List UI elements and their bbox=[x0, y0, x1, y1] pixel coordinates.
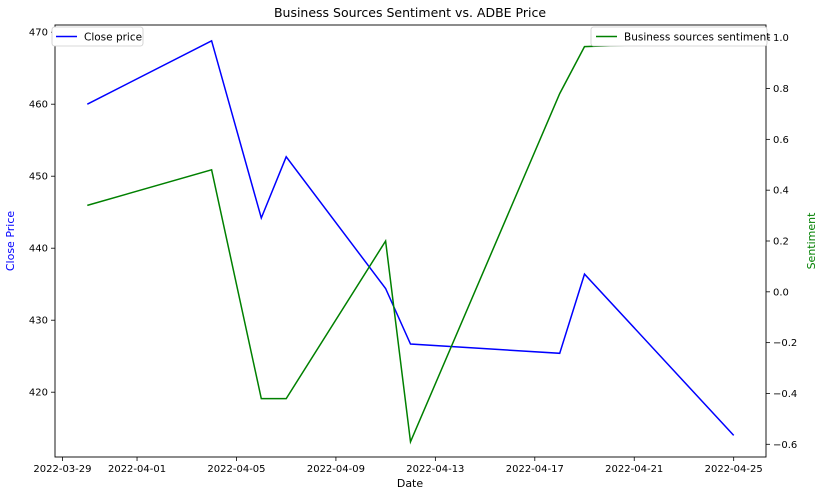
right-tick-label: −0.6 bbox=[773, 440, 797, 451]
left-tick-label: 450 bbox=[29, 172, 48, 183]
right-axis: −0.6 −0.4 −0.2 0.0 0.2 0.4 0.6 0.8 1.0 bbox=[766, 33, 797, 451]
left-tick-label: 440 bbox=[29, 244, 48, 255]
legend-business-sentiment: Business sources sentiment bbox=[590, 26, 770, 47]
right-tick-label: 0.0 bbox=[773, 287, 789, 298]
x-tick-label: 2022-03-29 bbox=[33, 464, 91, 475]
x-tick-label: 2022-04-25 bbox=[705, 464, 763, 475]
right-tick-label: 1.0 bbox=[773, 33, 789, 44]
left-tick-label: 460 bbox=[29, 100, 48, 111]
x-tick-label: 2022-04-17 bbox=[506, 464, 564, 475]
plot-frame bbox=[54, 24, 767, 458]
left-axis-title: Close Price bbox=[4, 211, 17, 272]
right-tick-label: 0.8 bbox=[773, 84, 789, 95]
series-layer bbox=[86, 39, 735, 445]
right-tick-label: 0.2 bbox=[773, 237, 789, 248]
right-axis-title: Sentiment bbox=[805, 212, 818, 270]
left-tick-label: 420 bbox=[29, 388, 48, 399]
legend-close-price: Close price bbox=[51, 26, 144, 47]
x-tick-label: 2022-04-13 bbox=[406, 464, 464, 475]
right-tick-label: 0.6 bbox=[773, 135, 789, 146]
x-tick-label: 2022-04-05 bbox=[207, 464, 265, 475]
left-axis: 420 430 440 450 460 470 bbox=[29, 28, 55, 399]
left-tick-label: 430 bbox=[29, 316, 48, 327]
right-tick-label: 0.4 bbox=[773, 186, 789, 197]
right-tick-label: −0.4 bbox=[773, 389, 797, 400]
x-tick-label: 2022-04-21 bbox=[605, 464, 663, 475]
left-tick-label: 470 bbox=[29, 28, 48, 39]
legend-label-close-price: Close price bbox=[84, 32, 142, 44]
x-tick-label: 2022-04-09 bbox=[307, 464, 365, 475]
legend-box bbox=[51, 26, 144, 47]
x-axis-title: Date bbox=[397, 477, 424, 490]
series-line-business-sentiment bbox=[87, 40, 734, 445]
x-axis: 2022-03-29 2022-04-01 2022-04-05 2022-04-09… bbox=[33, 457, 763, 475]
legend-box bbox=[590, 26, 768, 47]
right-tick-label: −0.2 bbox=[773, 338, 797, 349]
series-line-close-price bbox=[86, 39, 735, 436]
legend-label-business-sentiment: Business sources sentiment bbox=[624, 32, 770, 44]
chart-title: Business Sources Sentiment vs. ADBE Pric… bbox=[274, 5, 546, 20]
x-tick-label: 2022-04-01 bbox=[108, 464, 166, 475]
